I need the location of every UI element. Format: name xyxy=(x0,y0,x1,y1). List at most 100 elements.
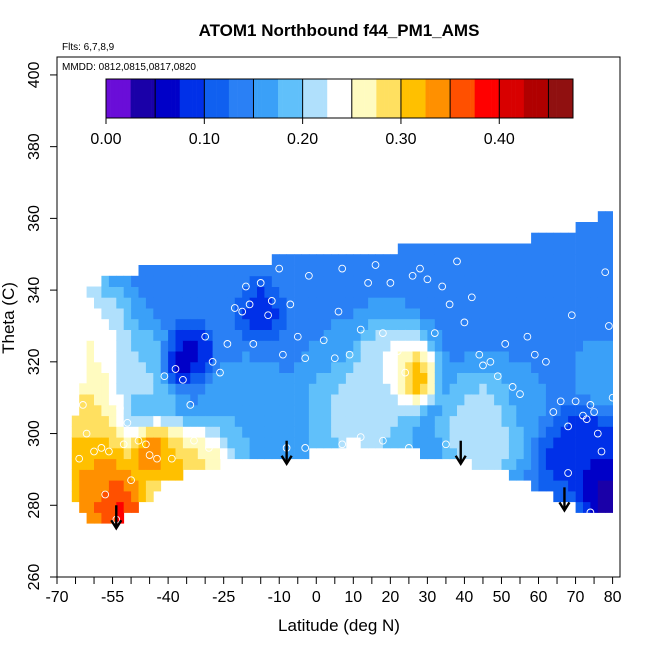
sample-point xyxy=(279,350,287,359)
heat-cell xyxy=(486,458,495,470)
heat-cell xyxy=(583,490,591,503)
heat-cell xyxy=(434,404,443,417)
flight-arrows xyxy=(110,440,571,531)
heat-cell xyxy=(234,383,243,395)
heat-cell xyxy=(212,426,221,438)
heat-cell xyxy=(516,308,525,320)
heat-cell xyxy=(464,372,473,384)
sample-point xyxy=(267,297,276,305)
heat-cell xyxy=(464,254,473,266)
heat-cell xyxy=(501,297,510,309)
colorbar-swatch xyxy=(347,79,353,118)
heat-cell xyxy=(308,297,317,309)
colorbar-swatch xyxy=(167,79,172,118)
heat-cell xyxy=(583,458,591,470)
heat-cell xyxy=(205,361,213,373)
heat-cell xyxy=(175,447,184,460)
heat-cell xyxy=(597,361,606,373)
heat-cell xyxy=(382,308,391,320)
heat-cell xyxy=(568,404,576,417)
heat-cell xyxy=(271,329,280,341)
heat-cell xyxy=(138,469,147,481)
colorbar-swatch xyxy=(482,79,488,118)
heat-cell xyxy=(568,329,576,341)
heat-cell xyxy=(86,340,95,352)
heat-cell xyxy=(605,297,613,309)
heat-cell xyxy=(368,286,376,298)
heat-cell xyxy=(190,458,199,470)
heat-cell xyxy=(86,286,95,298)
heat-cell xyxy=(108,308,117,320)
colorbar-swatch xyxy=(335,79,340,118)
heat-cell xyxy=(405,243,413,255)
heat-cell xyxy=(368,297,376,309)
heat-cell xyxy=(71,480,80,492)
colorbar-swatch xyxy=(298,79,303,118)
heat-cell xyxy=(442,447,450,460)
heat-cell xyxy=(145,415,154,427)
heat-cell xyxy=(560,329,569,341)
heat-cell xyxy=(131,329,139,341)
heat-cell xyxy=(145,340,154,352)
heat-cell xyxy=(583,340,591,352)
heat-cell xyxy=(553,415,562,427)
heat-cell xyxy=(360,437,369,449)
heat-cell xyxy=(508,415,517,427)
heat-cell xyxy=(205,394,213,406)
heat-cell xyxy=(94,490,102,503)
heat-cell xyxy=(338,404,347,417)
sample-point xyxy=(586,401,595,409)
heat-cell xyxy=(197,265,206,277)
heat-cell xyxy=(516,383,525,395)
colorbar-swatch xyxy=(114,79,119,118)
heat-cell xyxy=(345,308,354,320)
heat-cell xyxy=(138,340,147,352)
heat-cell xyxy=(501,394,510,406)
heat-cell xyxy=(375,308,384,320)
heat-cell xyxy=(420,383,428,395)
colorbar-swatch xyxy=(560,79,566,118)
heat-cell xyxy=(182,286,191,298)
heat-cell xyxy=(316,351,325,363)
colorbar-swatch xyxy=(282,79,287,118)
heat-cell xyxy=(294,318,302,330)
heat-cell xyxy=(397,372,406,384)
colorbar-swatch xyxy=(142,79,148,118)
heat-cell xyxy=(234,372,243,384)
heat-cell xyxy=(597,243,606,255)
heat-cell xyxy=(412,394,421,406)
heat-cell xyxy=(108,480,117,492)
y-tick-label: 280 xyxy=(26,492,43,519)
heat-cell xyxy=(175,318,184,330)
heat-cell xyxy=(501,458,510,470)
colorbar-swatch xyxy=(200,79,205,118)
heat-cell xyxy=(464,243,473,255)
heat-cell xyxy=(538,372,547,384)
heat-cell xyxy=(123,501,132,513)
colorbar-swatch xyxy=(331,79,336,118)
sample-point xyxy=(201,332,210,341)
heat-cell xyxy=(405,318,413,330)
heat-cell xyxy=(508,275,517,287)
heat-cell xyxy=(464,437,473,449)
colorbar-swatch xyxy=(359,79,365,118)
heat-cell xyxy=(131,394,139,406)
heat-cell xyxy=(168,265,176,277)
heat-cell xyxy=(553,329,562,341)
heat-cell xyxy=(264,394,273,406)
heat-cell xyxy=(427,329,436,341)
heat-cell xyxy=(427,340,436,352)
heat-cell xyxy=(197,308,206,320)
heat-cell xyxy=(538,404,547,417)
heat-cell xyxy=(190,297,199,309)
heat-cell xyxy=(279,254,287,266)
heat-cell xyxy=(538,447,547,460)
heat-cell xyxy=(257,447,265,460)
heat-cell xyxy=(175,415,184,427)
heat-cell xyxy=(227,318,236,330)
sample-point xyxy=(386,279,395,287)
heat-cell xyxy=(464,426,473,438)
heat-cell xyxy=(390,351,399,363)
sample-point xyxy=(345,350,354,359)
heat-cell xyxy=(345,372,354,384)
